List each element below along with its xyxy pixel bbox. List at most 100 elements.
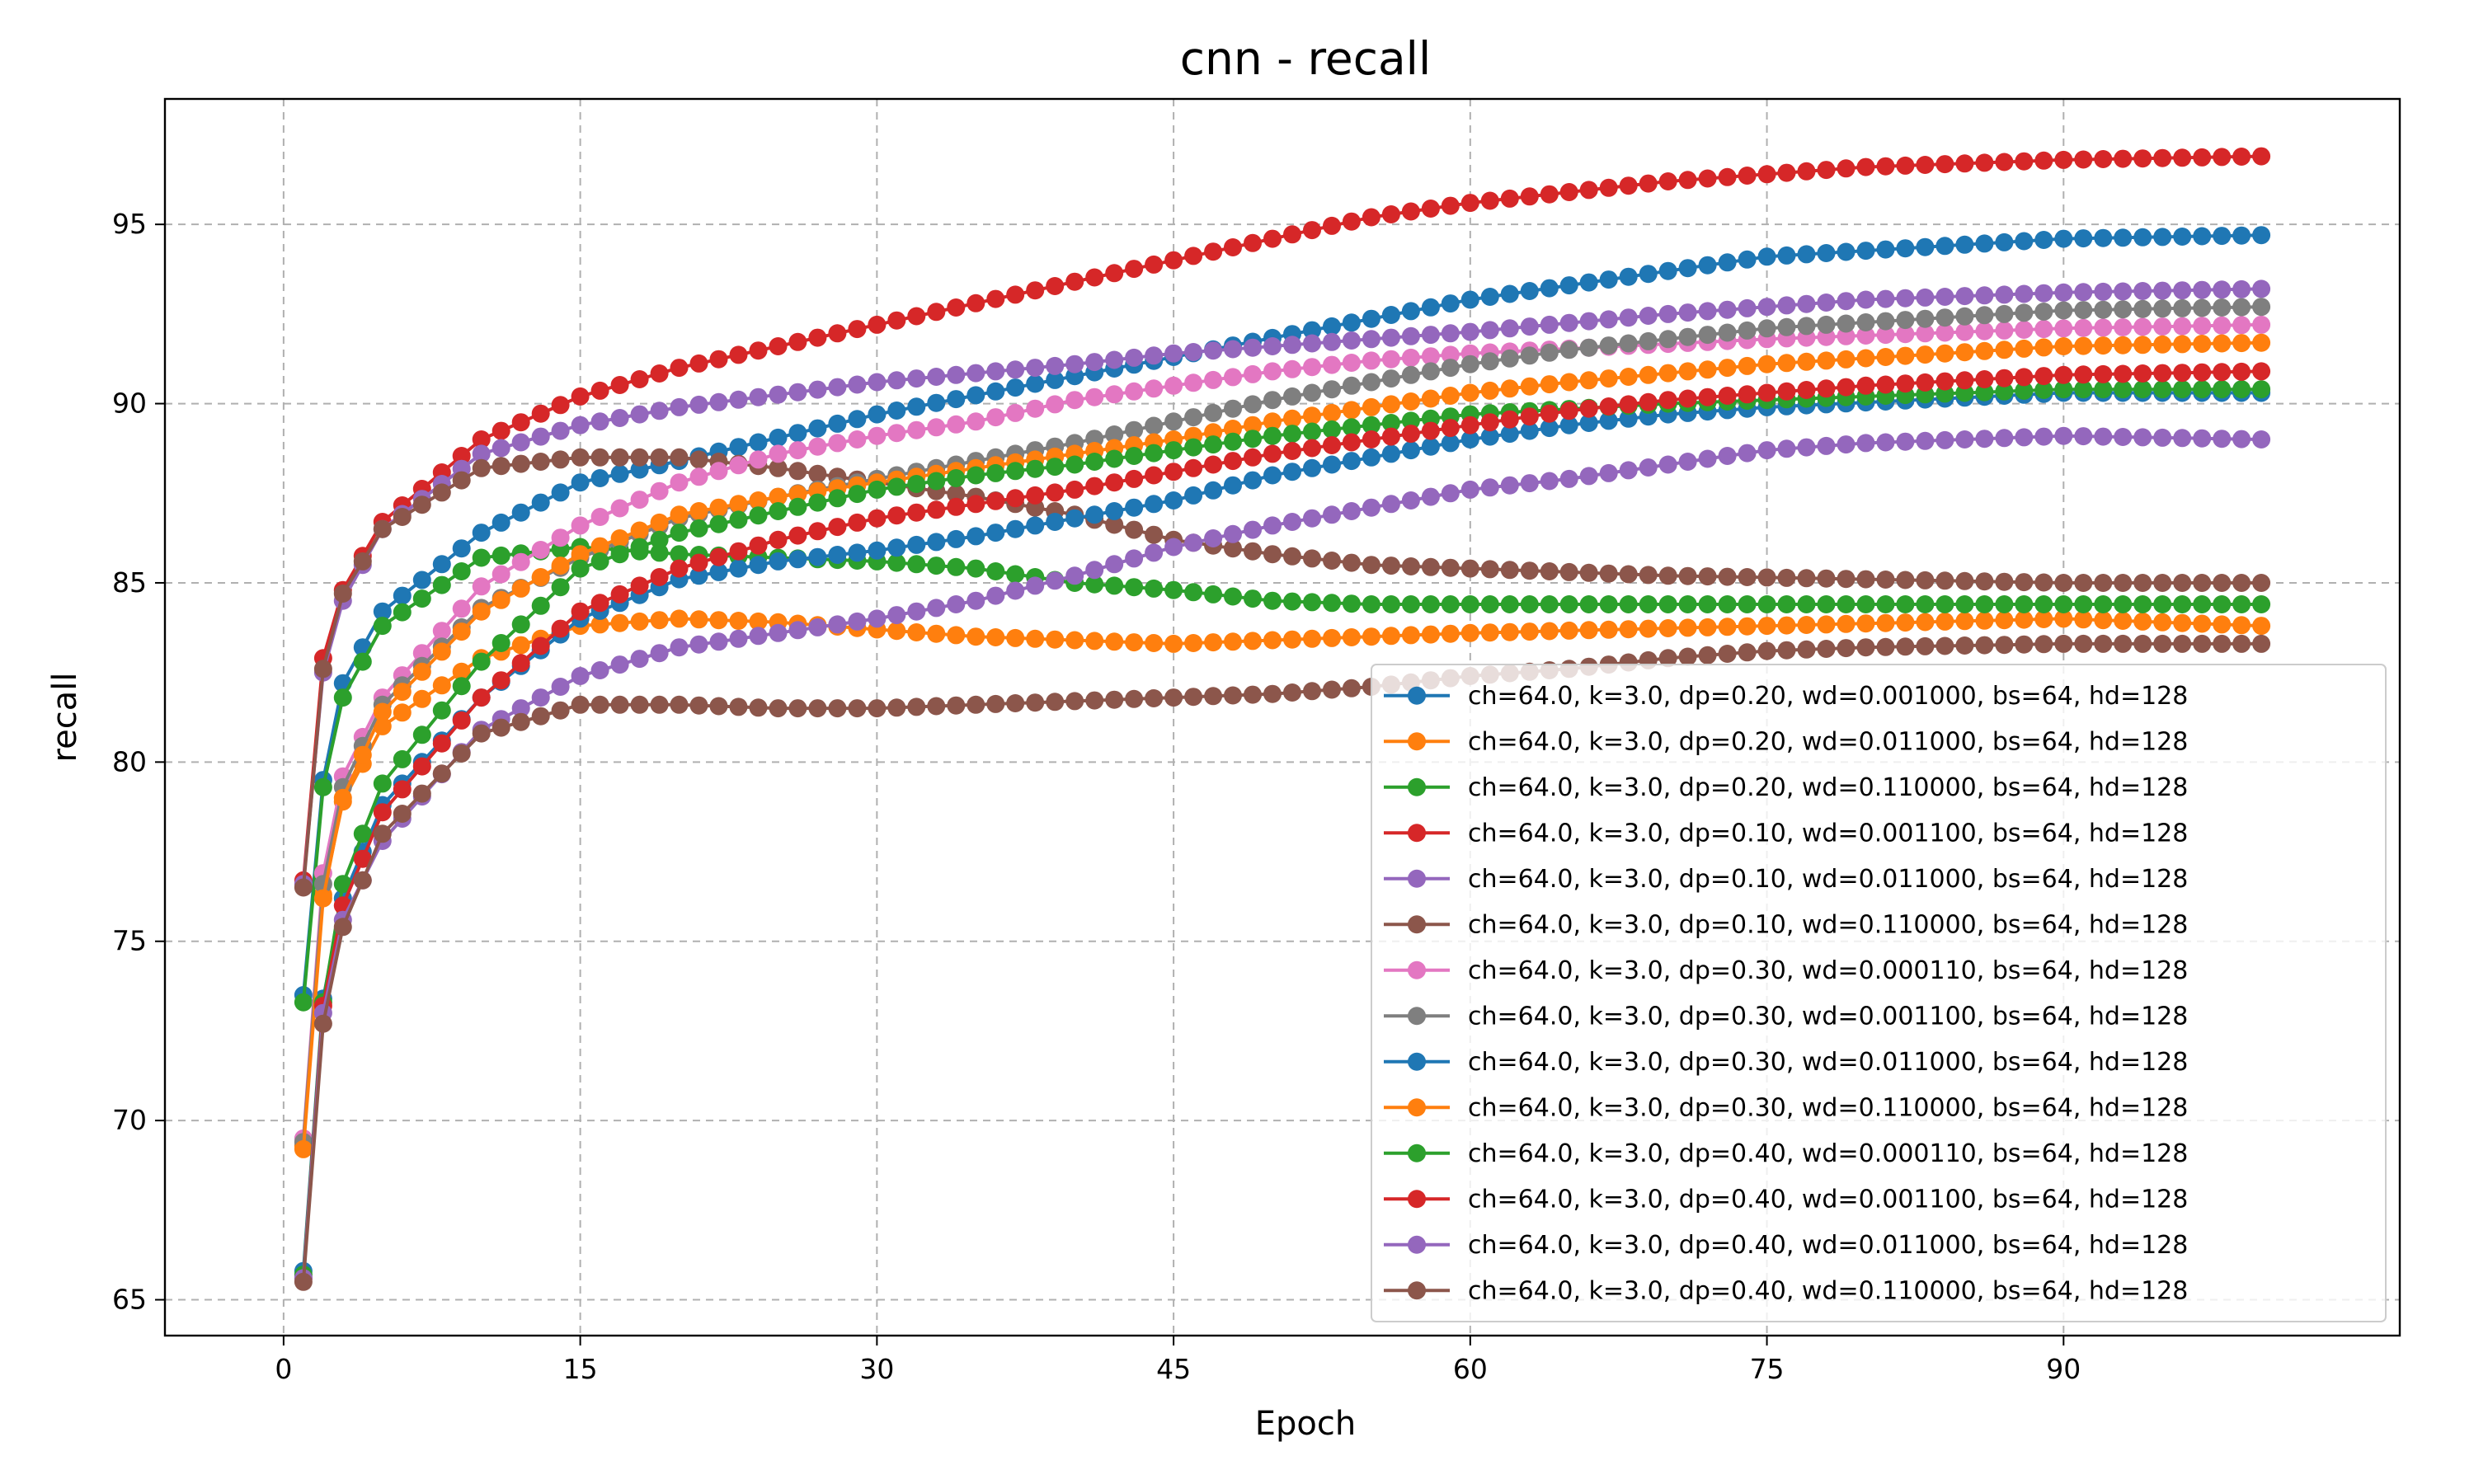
data-point bbox=[1401, 491, 1420, 510]
data-point bbox=[650, 481, 669, 500]
data-point bbox=[1639, 174, 1658, 193]
data-point bbox=[2015, 232, 2034, 251]
legend-entry: ch=64.0, k=3.0, dp=0.20, wd=0.001000, bs… bbox=[1384, 682, 2188, 711]
data-point bbox=[749, 627, 768, 646]
data-point bbox=[1283, 442, 1301, 460]
data-point bbox=[848, 375, 867, 394]
data-point bbox=[2054, 283, 2073, 302]
data-point bbox=[2133, 317, 2152, 336]
data-point bbox=[868, 509, 887, 528]
data-point bbox=[2074, 283, 2093, 302]
data-point bbox=[1935, 308, 1954, 327]
data-point bbox=[2133, 428, 2152, 447]
data-point bbox=[590, 615, 609, 634]
data-point bbox=[333, 585, 352, 603]
data-point bbox=[1876, 157, 1895, 176]
data-point bbox=[907, 602, 926, 621]
series-line bbox=[301, 617, 2262, 1146]
data-point bbox=[432, 701, 451, 720]
data-point bbox=[1184, 408, 1203, 427]
data-point bbox=[2252, 147, 2271, 166]
data-point bbox=[590, 381, 609, 400]
data-point bbox=[432, 734, 451, 753]
data-point bbox=[2213, 430, 2232, 448]
data-point bbox=[1896, 571, 1915, 589]
data-point bbox=[1658, 172, 1677, 190]
data-point bbox=[1105, 632, 1124, 651]
data-point bbox=[828, 546, 847, 564]
data-point bbox=[1046, 395, 1065, 414]
data-point bbox=[1975, 322, 1994, 340]
data-point bbox=[689, 566, 708, 585]
data-point bbox=[1678, 389, 1697, 408]
data-point bbox=[1540, 622, 1559, 641]
data-point bbox=[1145, 689, 1164, 707]
data-point bbox=[1916, 431, 1935, 450]
data-point bbox=[670, 695, 689, 714]
data-point bbox=[1718, 359, 1737, 378]
data-point bbox=[1678, 303, 1697, 322]
data-point bbox=[1837, 435, 1856, 454]
data-point bbox=[848, 543, 867, 562]
data-point bbox=[1876, 326, 1895, 345]
data-point bbox=[610, 655, 629, 674]
data-point bbox=[709, 514, 728, 533]
data-point bbox=[1896, 613, 1915, 632]
legend-entry: ch=64.0, k=3.0, dp=0.40, wd=0.110000, bs… bbox=[1384, 1276, 2188, 1305]
data-point bbox=[1995, 595, 2014, 613]
data-point bbox=[670, 638, 689, 657]
data-point bbox=[1856, 434, 1875, 453]
data-point bbox=[1658, 330, 1677, 349]
data-point bbox=[1797, 616, 1816, 634]
data-point bbox=[927, 533, 946, 552]
data-point bbox=[887, 606, 906, 625]
legend-box bbox=[1371, 664, 2387, 1322]
data-point bbox=[630, 521, 649, 540]
data-point bbox=[492, 565, 510, 584]
data-point bbox=[590, 412, 609, 431]
data-point bbox=[610, 545, 629, 564]
data-point bbox=[2213, 574, 2232, 592]
data-point bbox=[630, 370, 649, 388]
data-point bbox=[670, 473, 689, 492]
data-point bbox=[1283, 409, 1301, 428]
data-point bbox=[610, 613, 629, 632]
data-point bbox=[1441, 558, 1460, 577]
data-point bbox=[1876, 348, 1895, 366]
legend-label: ch=64.0, k=3.0, dp=0.40, wd=0.001100, bs… bbox=[1468, 1185, 2188, 1214]
legend-label: ch=64.0, k=3.0, dp=0.10, wd=0.001100, bs… bbox=[1468, 819, 2188, 848]
data-point bbox=[1797, 640, 1816, 659]
data-point bbox=[492, 590, 510, 609]
data-point bbox=[1263, 426, 1282, 445]
data-point bbox=[1224, 686, 1242, 705]
data-point bbox=[1579, 312, 1598, 331]
data-point bbox=[887, 402, 906, 420]
data-point bbox=[2094, 282, 2113, 301]
data-point bbox=[1401, 392, 1420, 411]
data-point bbox=[1026, 459, 1045, 478]
data-point bbox=[1421, 362, 1440, 381]
data-point bbox=[1698, 646, 1717, 665]
data-point bbox=[1125, 348, 1144, 367]
data-point bbox=[1065, 692, 1084, 711]
legend-entry: ch=64.0, k=3.0, dp=0.10, wd=0.001100, bs… bbox=[1384, 819, 2188, 848]
data-point bbox=[1065, 480, 1084, 499]
data-point bbox=[689, 395, 708, 414]
data-point bbox=[1718, 567, 1737, 586]
legend-marker bbox=[1408, 1007, 1426, 1026]
data-point bbox=[1678, 327, 1697, 346]
data-point bbox=[1421, 595, 1440, 613]
data-point bbox=[868, 373, 887, 392]
data-point bbox=[1323, 216, 1341, 235]
data-point bbox=[2114, 595, 2133, 613]
data-point bbox=[294, 878, 313, 897]
data-point bbox=[2173, 281, 2192, 300]
data-point bbox=[1362, 430, 1380, 448]
data-point bbox=[1718, 618, 1737, 636]
data-point bbox=[1460, 383, 1479, 402]
data-point bbox=[1639, 331, 1658, 350]
data-point bbox=[1323, 455, 1341, 474]
data-point bbox=[1856, 157, 1875, 176]
data-point bbox=[887, 538, 906, 557]
data-point bbox=[2213, 316, 2232, 335]
